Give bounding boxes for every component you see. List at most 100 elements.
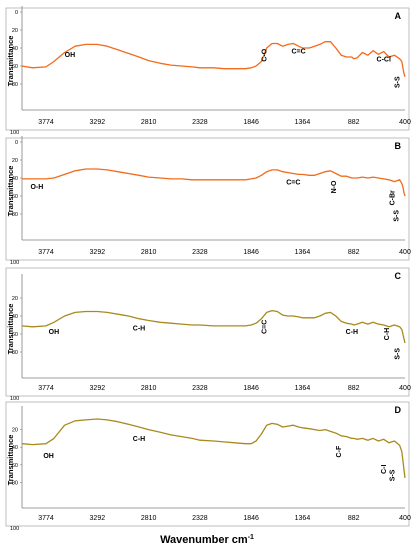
x-tick-label: 3292: [90, 515, 106, 522]
y-tick-label: 80: [12, 350, 18, 356]
x-tick-label: 1846: [243, 119, 259, 126]
peak-annotation: C-H: [384, 328, 391, 340]
x-tick-label: 1846: [243, 515, 259, 522]
panel-frame: [5, 267, 410, 397]
y-tick-label: 40: [12, 445, 18, 451]
x-tick-label: 3774: [38, 385, 54, 392]
y-bottom-label: 100: [10, 396, 19, 402]
x-tick-label: 882: [348, 249, 360, 256]
y-tick-label: 60: [12, 463, 18, 469]
peak-annotation: O-H: [30, 184, 43, 191]
panel-A: 0 20 40 60 80 100 3774 3292 2810 2328 1846 1364 882 4…: [5, 6, 411, 136]
y-tick-label: 60: [12, 194, 18, 200]
y-axis-label: Transmittance: [6, 304, 15, 355]
y-axis-label: Transmittance: [6, 166, 15, 217]
peak-annotation: S-S: [394, 210, 401, 222]
x-tick-label: 3774: [38, 119, 54, 126]
x-tick-label: 2328: [192, 249, 208, 256]
x-axis-label-text: Wavenumber cm: [160, 534, 248, 546]
x-tick-label: 2328: [192, 119, 208, 126]
y-tick-label: 40: [12, 176, 18, 182]
y-axis-label: Transmittance: [6, 435, 15, 486]
spectrum-line: [21, 309, 406, 344]
peak-annotation: C-H: [346, 329, 358, 336]
x-tick-label: 2328: [192, 385, 208, 392]
peak-annotation: OH: [43, 453, 54, 460]
y-bottom-label: 100: [10, 130, 19, 136]
peak-annotation: C=C: [286, 179, 300, 186]
x-tick-label: 2810: [141, 119, 157, 126]
peak-annotation: C-O: [262, 48, 269, 61]
spectrum-line: [22, 168, 406, 197]
x-tick-label: 2810: [141, 515, 157, 522]
y-tick-label: 40: [12, 46, 18, 52]
peak-annotation: OH: [49, 329, 60, 336]
x-tick-label: 400: [399, 249, 411, 256]
panels-group: 0 20 40 60 80 100 3774 3292 2810 2328 1846 1364 882 4…: [5, 6, 411, 532]
x-tick-label: 1846: [243, 385, 259, 392]
x-tick-label: 1364: [295, 385, 311, 392]
y-bottom-label: 100: [10, 526, 19, 532]
y-tick-label: 80: [12, 212, 18, 218]
peak-annotation: C-H: [133, 325, 145, 332]
x-tick-label: 882: [348, 515, 360, 522]
panel-C: 20 40 60 80 100 3774 3292 2810 2328 1846 1364 882 40…: [5, 267, 411, 402]
x-tick-label: 1364: [295, 515, 311, 522]
y-tick-label: 20: [12, 28, 18, 34]
x-tick-label: 2328: [192, 515, 208, 522]
peak-annotation: S-S: [395, 348, 402, 360]
panel-label: C: [395, 271, 402, 281]
x-tick-label: 3292: [90, 249, 106, 256]
y-tick-label: 0: [15, 140, 18, 146]
y-axis-label: Transmittance: [6, 36, 15, 87]
x-tick-label: 400: [399, 385, 411, 392]
panel-frame: [5, 7, 410, 131]
peak-annotation: C-H: [133, 436, 145, 443]
spectrum-line: [21, 41, 406, 77]
x-tick-label: 3292: [90, 385, 106, 392]
panel-frame: [5, 137, 410, 261]
x-tick-label: 1846: [243, 249, 259, 256]
x-tick-label: 2810: [141, 385, 157, 392]
x-tick-label: 400: [399, 119, 411, 126]
panel-label: B: [395, 141, 402, 151]
peak-annotation: C-Br: [389, 190, 396, 205]
peak-annotation: C=C: [262, 320, 269, 334]
panel-frame: [5, 401, 410, 527]
y-bottom-label: 100: [10, 260, 19, 266]
x-tick-label: 882: [348, 119, 360, 126]
y-tick-label: 20: [12, 296, 18, 302]
peak-annotation: OH: [65, 52, 76, 59]
peak-annotation: C-F: [336, 445, 343, 457]
y-tick-label: 20: [12, 158, 18, 164]
panel-label: D: [395, 405, 402, 415]
y-tick-label: 80: [12, 82, 18, 88]
y-tick-label: 0: [15, 10, 18, 16]
spectrum-line: [21, 418, 406, 479]
panel-D: 20 40 60 80 100 3774 3292 2810 2328 1846 1364 882 40…: [5, 401, 411, 532]
y-tick-label: 60: [12, 64, 18, 70]
y-tick-label: 20: [12, 428, 18, 434]
peak-annotation: N-O: [331, 180, 338, 193]
peak-annotation: S-S: [395, 76, 402, 88]
peak-annotation: C-Cl: [377, 57, 391, 64]
x-axis-label-unit: -1: [248, 534, 254, 541]
x-tick-label: 400: [399, 515, 411, 522]
peak-annotation: C-I: [381, 464, 388, 473]
y-tick-label: 60: [12, 332, 18, 338]
x-tick-label: 1364: [295, 119, 311, 126]
panel-B: 0 20 40 60 80 100 3774 3292 2810 2328 1846 1364 882 4…: [5, 136, 411, 266]
x-tick-label: 3292: [90, 119, 106, 126]
y-tick-label: 80: [12, 480, 18, 486]
x-tick-label: 3774: [38, 515, 54, 522]
x-tick-label: 882: [348, 385, 360, 392]
panel-label: A: [395, 11, 402, 21]
y-tick-label: 40: [12, 314, 18, 320]
x-tick-label: 2810: [141, 249, 157, 256]
peak-annotation: C=C: [292, 48, 306, 55]
x-tick-label: 1364: [295, 249, 311, 256]
x-axis-label: Wavenumber cm-1: [160, 534, 254, 546]
x-tick-label: 3774: [38, 249, 54, 256]
peak-annotation: S-S: [389, 469, 396, 481]
